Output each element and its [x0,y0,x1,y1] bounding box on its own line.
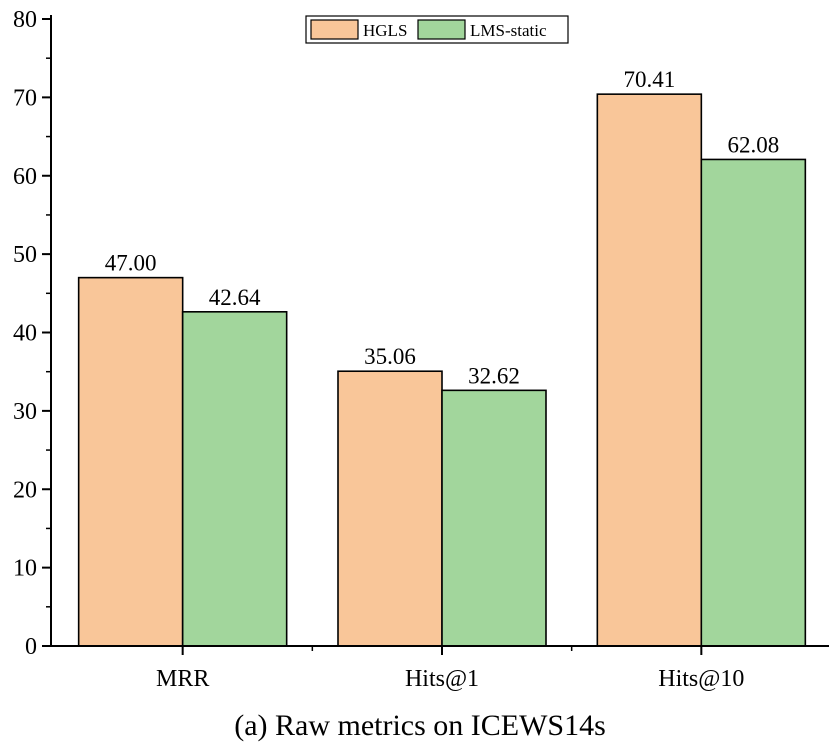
bar-hgls-hits-1 [337,370,443,647]
y-tick-label: 80 [13,7,37,33]
bar-hgls-hits-10 [596,93,703,647]
y-tick-label: 40 [13,321,37,347]
legend: HGLS LMS-static [305,15,569,44]
bar-hgls-mrr [77,276,184,647]
bar-lms-static-hits-10 [700,158,807,647]
y-tick-label: 20 [13,477,37,503]
data-label: 47.00 [105,251,157,276]
x-tick-label: Hits@10 [658,666,744,692]
y-tick-label: 30 [13,399,37,425]
bars-layer [77,93,807,647]
legend-swatch [417,19,466,40]
figure-caption: (a) Raw metrics on ICEWS14s [234,709,606,742]
data-label: 70.41 [623,67,675,92]
bar-lms-static-mrr [181,311,288,647]
y-tick-label: 60 [13,164,37,190]
legend-label: LMS-static [470,21,547,40]
legend-swatch [310,19,359,40]
data-label: 42.64 [209,285,261,310]
y-tick-label: 50 [13,242,37,268]
y-tick-label: 0 [25,634,37,660]
data-label: 35.06 [364,344,416,369]
data-label: 32.62 [468,363,520,388]
x-tick-label: MRR [156,666,209,692]
x-tick-label: Hits@1 [405,666,479,692]
y-tick-label: 70 [13,85,37,111]
data-label: 62.08 [727,132,779,157]
bar-lms-static-hits-1 [441,389,547,647]
legend-label: HGLS [363,21,407,40]
axes-layer [42,15,829,655]
y-tick-label: 10 [13,556,37,582]
labels-layer: 47.00 42.64 35.06 32.62 70.41 62.08 0 10 20 30 40 5… [13,7,779,692]
